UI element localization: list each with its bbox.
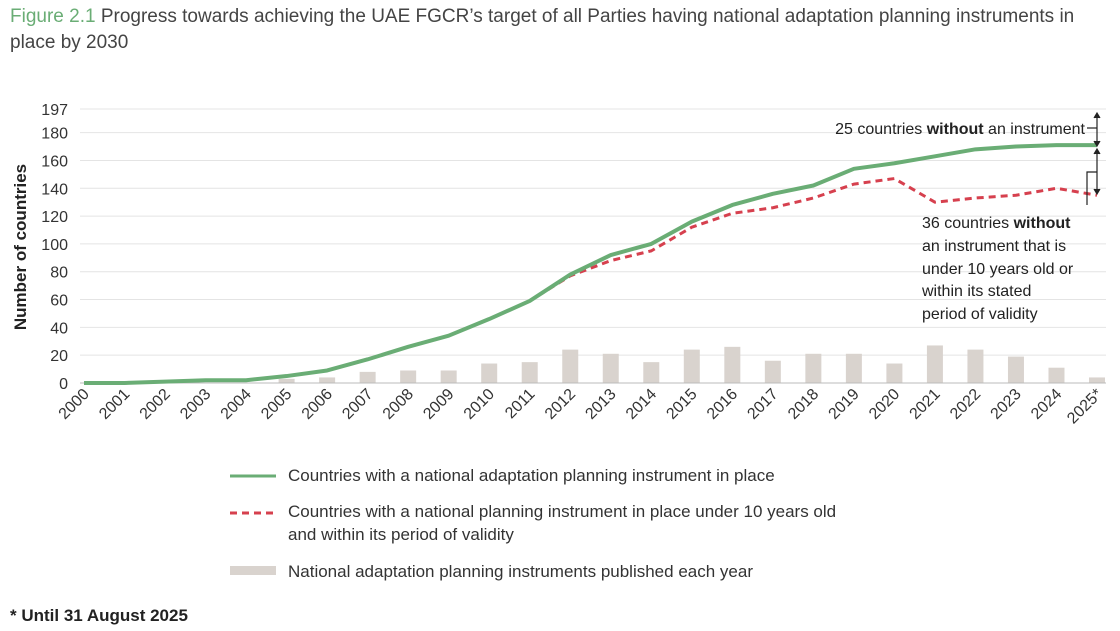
bar-published-2017: [764, 360, 781, 383]
bar-published-2024: [1048, 367, 1065, 383]
y-axis-label: Number of countries: [11, 164, 30, 330]
x-axis-ticks: 2000 2001 2002 2003 2004 2005 2006 2007 2008 2009…: [56, 386, 1106, 428]
x-tick-label: 2002: [137, 386, 174, 423]
x-tick-label: 2019: [826, 386, 863, 423]
annotation-25-bracket: [1087, 111, 1101, 148]
annotation-36-countries: 36 countries without: [922, 215, 1071, 232]
legend-label-under-10-line-2: and within its period of validity: [288, 525, 514, 544]
bar-published-2012: [562, 349, 579, 383]
bar-series: [278, 345, 1105, 383]
line-under-10-years: [84, 177, 1098, 385]
y-tick-label: 120: [41, 209, 68, 226]
annotation-36-line-3: within its stated: [921, 283, 1031, 300]
figure-label: Figure 2.1: [10, 6, 96, 27]
bar-published-2006: [319, 377, 336, 383]
chart: 0 20 40 60 80 100 120 140 160 180 197 2000 2001 2002…: [11, 102, 1106, 581]
x-tick-label: 2008: [380, 386, 417, 423]
y-tick-label: 0: [59, 376, 68, 393]
y-tick-label: 140: [41, 181, 68, 198]
legend-label-under-10-years: Countries with a national planning instr…: [288, 502, 841, 544]
legend-swatch-bar: [230, 566, 276, 575]
annotation-36-bracket: [1086, 147, 1101, 205]
bar-published-2014: [643, 362, 660, 383]
x-tick-label: 2013: [582, 386, 619, 423]
x-tick-label: 2014: [623, 386, 660, 423]
bar-published-2010: [481, 363, 498, 383]
annotation-36-line-1: an instrument that is: [922, 238, 1066, 255]
line-series: [84, 143, 1098, 385]
x-tick-label: 2010: [461, 386, 498, 423]
bar-published-2021: [926, 345, 943, 383]
bar-published-2023: [1007, 356, 1024, 383]
x-tick-label: 2016: [704, 386, 741, 423]
footnote: * Until 31 August 2025: [10, 606, 188, 625]
annotation-36-line-2: under 10 years old or: [922, 261, 1074, 278]
legend-label-published: National adaptation planning instruments…: [288, 562, 753, 581]
x-tick-label: 2021: [907, 386, 944, 423]
x-tick-label: 2020: [866, 386, 903, 423]
x-tick-label: 2001: [96, 386, 133, 423]
x-tick-label: 2025*: [1064, 386, 1106, 428]
bar-published-2013: [602, 353, 619, 383]
line-in-place: [84, 143, 1097, 385]
bar-published-2005: [278, 378, 295, 383]
bar-published-2016: [724, 346, 741, 383]
gridlines: [80, 108, 1106, 356]
x-tick-label: 2017: [744, 386, 781, 423]
legend: Countries with a national adaptation pla…: [230, 466, 841, 581]
y-tick-label: 40: [50, 320, 68, 337]
y-tick-label: 60: [50, 293, 68, 310]
bar-published-2008: [400, 370, 417, 383]
x-tick-label: 2003: [177, 386, 214, 423]
bar-published-2015: [683, 349, 700, 383]
y-tick-label: 197: [41, 102, 68, 119]
annotation-36-line-4: period of validity: [922, 306, 1038, 323]
x-tick-label: 2012: [542, 386, 579, 423]
figure-caption-text: Progress towards achieving the UAE FGCR’…: [10, 6, 1075, 53]
annotation-25-countries: 25 countries without an instrument: [835, 121, 1085, 138]
bar-published-2019: [845, 353, 862, 383]
y-tick-label: 180: [41, 126, 68, 143]
x-tick-label: 2006: [299, 386, 336, 423]
x-tick-label: 2022: [947, 386, 984, 423]
x-tick-label: 2024: [1028, 386, 1065, 423]
bar-published-2020: [886, 363, 903, 383]
bar-published-2011: [521, 362, 538, 383]
bar-published-2009: [440, 370, 457, 383]
x-tick-label: 2015: [663, 386, 700, 423]
figure-caption: Figure 2.1 Progress towards achieving th…: [10, 4, 1114, 56]
bar-published-2007: [359, 371, 376, 383]
x-tick-label: 2009: [420, 386, 457, 423]
bar-published-2018: [805, 353, 822, 383]
x-tick-label: 2011: [502, 386, 538, 422]
x-tick-label: 2007: [339, 386, 376, 423]
legend-label-under-10-line-1: Countries with a national planning instr…: [288, 502, 836, 521]
x-tick-label: 2023: [988, 386, 1025, 423]
y-tick-label: 100: [41, 237, 68, 254]
bar-published-2022: [967, 349, 984, 383]
x-tick-label: 2004: [218, 386, 255, 423]
y-tick-label: 160: [41, 153, 68, 170]
legend-label-in-place: Countries with a national adaptation pla…: [288, 466, 775, 485]
x-tick-label: 2018: [785, 386, 822, 423]
y-tick-label: 80: [50, 265, 68, 282]
y-tick-label: 20: [50, 348, 68, 365]
bar-published-2025*: [1089, 377, 1105, 383]
x-tick-label: 2005: [258, 386, 295, 423]
y-axis-ticks: 0 20 40 60 80 100 120 140 160 180 197: [41, 102, 68, 393]
